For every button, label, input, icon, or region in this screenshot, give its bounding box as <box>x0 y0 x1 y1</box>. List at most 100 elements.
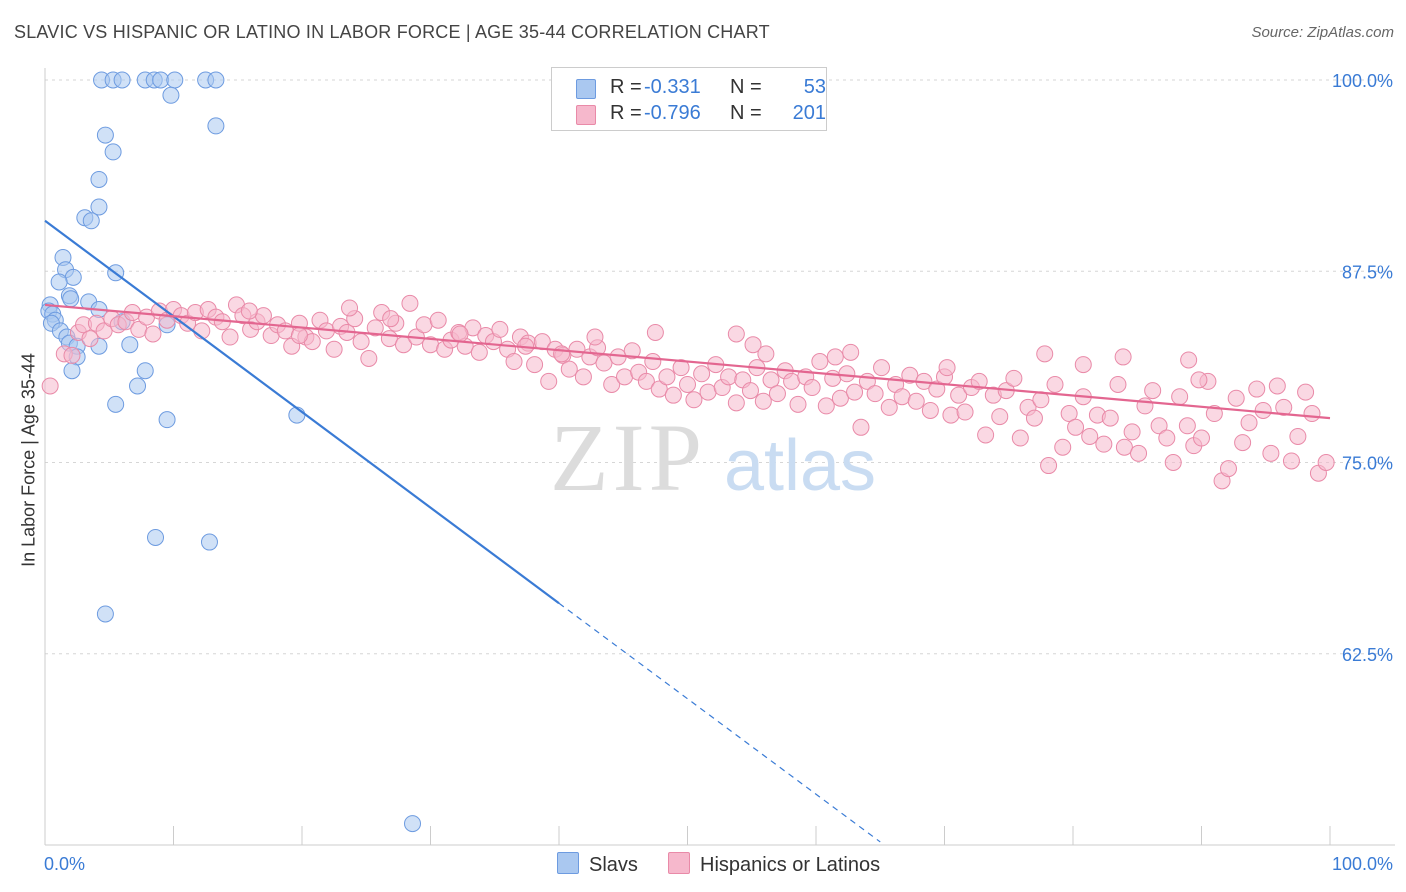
y-axis-label: In Labor Force | Age 35-44 <box>18 353 39 567</box>
data-point <box>1262 444 1280 462</box>
data-point <box>221 328 239 346</box>
data-point <box>560 360 578 378</box>
data-point <box>352 333 370 351</box>
data-point <box>727 325 745 343</box>
data-point <box>646 323 664 341</box>
data-point <box>90 198 108 216</box>
data-point <box>942 406 960 424</box>
data-point <box>162 86 180 104</box>
data-point <box>1303 405 1321 423</box>
data-point <box>852 418 870 436</box>
data-point <box>1054 438 1072 456</box>
data-point <box>595 354 613 372</box>
data-point <box>1067 418 1085 436</box>
data-point <box>158 411 176 429</box>
bottom-legend-slavs[interactable]: Slavs <box>557 852 638 877</box>
data-point <box>121 336 139 354</box>
data-point <box>152 71 170 89</box>
data-point <box>491 320 509 338</box>
data-point <box>64 268 82 286</box>
data-point <box>380 330 398 348</box>
data-point <box>415 316 433 334</box>
data-point <box>727 394 745 412</box>
data-point <box>1144 382 1162 400</box>
data-point <box>893 388 911 406</box>
y-tick-label: 87.5% <box>1342 262 1393 282</box>
data-point <box>762 371 780 389</box>
bottom-legend-swatch-slavs <box>557 852 579 874</box>
data-point <box>907 392 925 410</box>
data-point <box>290 327 308 345</box>
legend-r-label: R = <box>610 76 642 98</box>
data-point <box>956 403 974 421</box>
data-point <box>1240 414 1258 432</box>
legend-r-value-slavs: -0.331 <box>644 76 701 98</box>
data-point <box>81 330 99 348</box>
data-point <box>1130 444 1148 462</box>
data-point <box>873 359 891 377</box>
data-point <box>1268 377 1286 395</box>
data-point <box>741 382 759 400</box>
data-point <box>50 273 68 291</box>
legend-r-label: R = <box>610 102 642 124</box>
data-point <box>1081 427 1099 445</box>
data-point <box>1164 454 1182 471</box>
data-point <box>96 605 114 623</box>
bottom-legend-label-slavs: Slavs <box>589 854 638 876</box>
data-point <box>451 325 469 343</box>
data-point <box>240 302 258 320</box>
data-point <box>1193 429 1210 447</box>
data-point <box>1190 371 1208 389</box>
legend-n-value-hispanics: 201 <box>792 102 826 124</box>
data-point <box>1114 348 1132 366</box>
data-point <box>113 71 131 89</box>
data-point <box>901 366 919 384</box>
data-point <box>95 322 113 340</box>
source-label[interactable]: Source: ZipAtlas.com <box>1251 24 1394 41</box>
data-point <box>366 319 384 337</box>
data-point <box>838 365 856 383</box>
legend-r-value-hispanics: -0.796 <box>644 102 701 124</box>
data-point <box>950 386 968 404</box>
data-point <box>505 353 523 371</box>
data-point <box>341 299 359 317</box>
data-point <box>623 342 641 360</box>
data-point <box>768 385 786 403</box>
data-point <box>62 290 80 308</box>
series-slavs-points <box>40 71 422 833</box>
data-point <box>637 372 655 390</box>
trend-line-hispanics <box>44 303 1331 420</box>
data-point <box>360 349 378 367</box>
data-point <box>1011 429 1029 447</box>
data-point <box>644 353 662 371</box>
data-point <box>789 395 807 413</box>
data-point <box>928 380 946 398</box>
legend-n-label: N = <box>730 102 762 124</box>
data-point <box>90 170 108 188</box>
data-point <box>1040 457 1058 475</box>
bottom-legend-hispanics[interactable]: Hispanics or Latinos <box>668 852 880 877</box>
data-point <box>831 389 849 407</box>
data-point <box>41 377 59 395</box>
axes <box>44 68 1395 846</box>
data-point <box>1060 405 1078 423</box>
correlation-legend: R = -0.331 N = 53 R = -0.796 N = 201 <box>551 67 827 131</box>
legend-n-label: N = <box>730 76 762 98</box>
data-point <box>783 372 801 390</box>
data-point <box>803 379 821 397</box>
data-point <box>63 362 81 380</box>
data-point <box>325 340 343 358</box>
data-point <box>1180 351 1198 369</box>
data-point <box>254 307 272 325</box>
data-point <box>207 71 225 89</box>
data-point <box>144 325 162 343</box>
data-point <box>991 408 1009 426</box>
data-point <box>1171 388 1189 406</box>
trend-line-slavs <box>44 219 560 605</box>
data-point <box>880 398 898 416</box>
data-point <box>757 345 775 363</box>
data-point <box>1297 383 1315 401</box>
trend-line-extension-slavs <box>558 602 881 843</box>
bottom-legend-label-hispanics: Hispanics or Latinos <box>700 854 881 876</box>
